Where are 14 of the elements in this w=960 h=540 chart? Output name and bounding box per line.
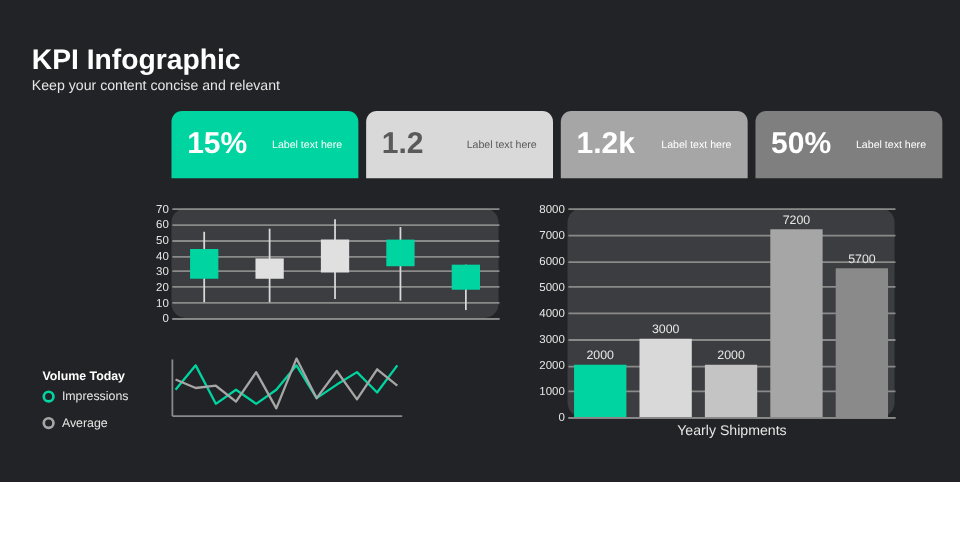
candlestick: [255, 227, 284, 304]
text: 15%: [187, 127, 248, 162]
candlestick: [451, 263, 480, 311]
bar: [704, 364, 758, 417]
candlestick: [320, 218, 350, 301]
text: 50%: [771, 127, 832, 162]
text: KPI Infographic: [31, 42, 241, 75]
bar: [574, 364, 627, 417]
bar: [639, 338, 692, 417]
candlestick: [190, 230, 219, 304]
text: 1.2k: [576, 127, 635, 162]
candlestick: [386, 226, 415, 302]
bar: [770, 229, 823, 417]
text: 1.2: [381, 127, 424, 162]
